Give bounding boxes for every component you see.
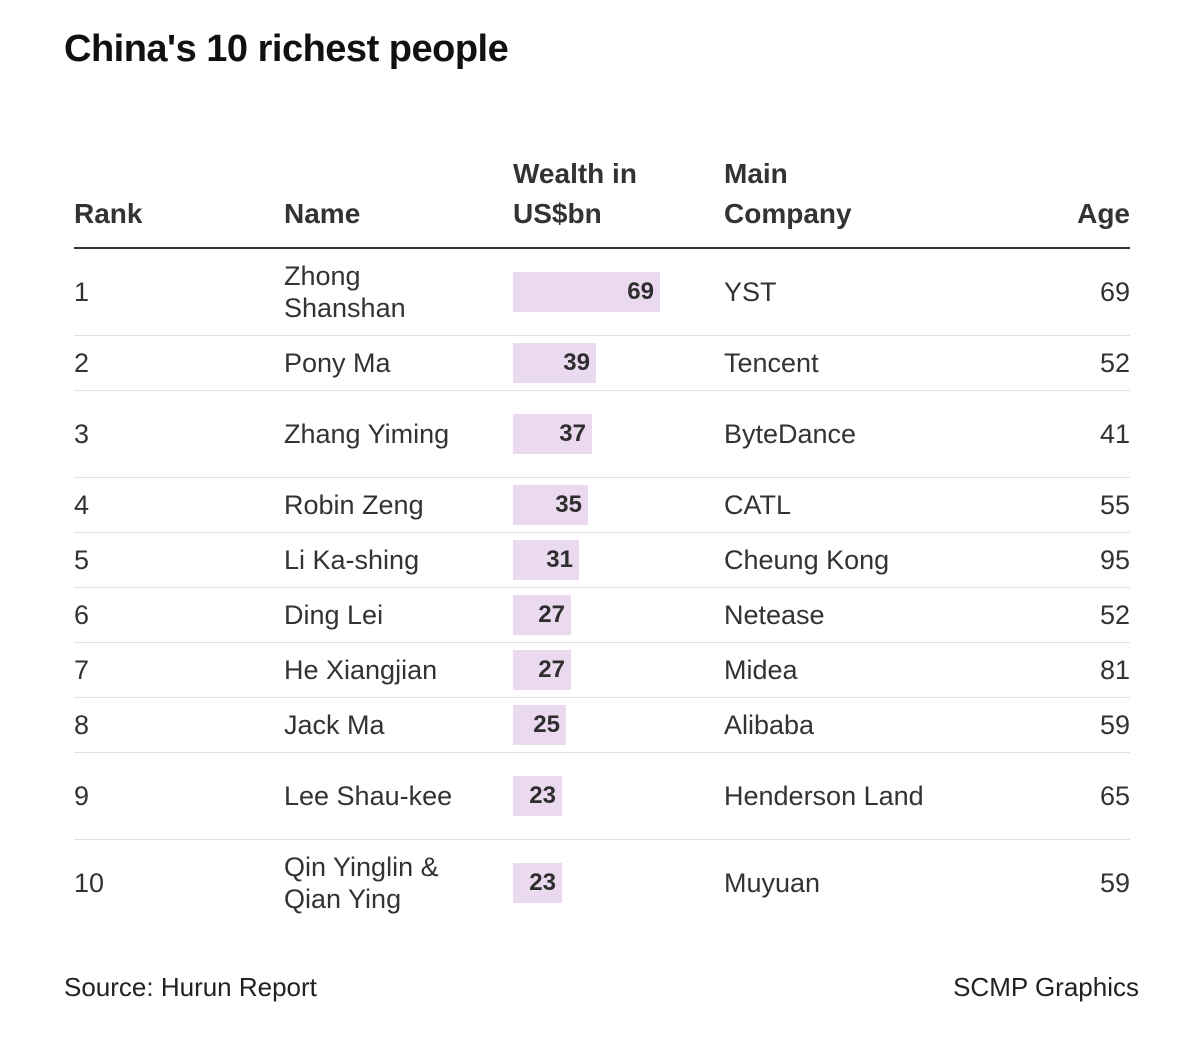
age-cell: 55 [1099,490,1130,520]
age-cell: 65 [1099,781,1130,811]
credit-note: SCMP Graphics [953,972,1139,1002]
wealth-bar: 35 [513,485,588,525]
company-cell: Alibaba [724,710,815,740]
header-company: Main Company [724,154,852,234]
chart-title: China's 10 richest people [64,28,509,70]
wealth-value-label: 27 [538,656,565,683]
wealth-value-label: 69 [627,278,654,305]
rank-cell: 10 [74,868,105,898]
header-name: Name [284,198,361,229]
age-cell: 52 [1099,600,1130,630]
wealth-bar: 31 [513,540,579,580]
rank-cell: 9 [74,781,90,811]
company-cell: Cheung Kong [724,545,890,575]
name-cell: Ding Lei [284,600,384,630]
rank-cell: 4 [74,490,90,520]
wealth-cell: 23 [513,840,713,926]
table-row: 2 Pony Ma 39 Tencent 52 [74,336,1130,391]
wealth-value-label: 35 [555,491,582,518]
company-cell: Midea [724,655,798,685]
wealth-bar: 27 [513,595,571,635]
header-company-line1: Main [724,158,788,189]
table-row: 4 Robin Zeng 35 CATL 55 [74,478,1130,533]
name-cell: Pony Ma [284,348,391,378]
wealth-bar: 23 [513,863,562,903]
wealth-cell: 27 [513,643,713,697]
wealth-cell: 23 [513,753,713,839]
age-cell: 81 [1099,655,1130,685]
name-cell: He Xiangjian [284,655,438,685]
age-cell: 69 [1099,277,1130,307]
company-cell: Muyuan [724,868,821,898]
rank-cell: 7 [74,655,90,685]
source-note: Source: Hurun Report [64,972,317,1002]
table-row: 8 Jack Ma 25 Alibaba 59 [74,698,1130,753]
table-row: 7 He Xiangjian 27 Midea 81 [74,643,1130,698]
header-wealth-line2: US$bn [513,198,602,229]
table-row: 5 Li Ka-shing 31 Cheung Kong 95 [74,533,1130,588]
header-company-line2: Company [724,198,852,229]
wealth-value-label: 27 [538,601,565,628]
name-cell: Robin Zeng [284,490,424,520]
company-cell: ByteDance [724,419,857,449]
wealth-value-label: 23 [529,782,556,809]
wealth-bar: 27 [513,650,571,690]
name-cell: Jack Ma [284,710,385,740]
name-cell: Zhong Shanshan [284,261,406,323]
company-cell: Tencent [724,348,819,378]
wealth-cell: 31 [513,533,713,587]
rank-cell: 8 [74,710,90,740]
table-body: 1 Zhong Shanshan 69 YST 69 2 Pony Ma 39 Tencent 5… [74,249,1130,926]
company-cell: CATL [724,490,792,520]
wealth-bar: 23 [513,776,562,816]
age-cell: 95 [1099,545,1130,575]
wealth-bar: 69 [513,272,660,312]
wealth-bar: 37 [513,414,592,454]
age-cell: 59 [1099,710,1130,740]
rank-cell: 2 [74,348,90,378]
company-cell: Netease [724,600,825,630]
wealth-cell: 27 [513,588,713,642]
table-row: 6 Ding Lei 27 Netease 52 [74,588,1130,643]
wealth-cell: 37 [513,391,713,477]
name-cell: Lee Shau-kee [284,781,453,811]
wealth-bar: 39 [513,343,596,383]
wealth-bar: 25 [513,705,566,745]
header-divider [74,247,1130,249]
name-cell: Qin Yinglin & Qian Ying [284,852,439,914]
wealth-value-label: 31 [546,546,573,573]
name-cell: Li Ka-shing [284,545,420,575]
wealth-cell: 69 [513,249,713,335]
header-wealth-line1: Wealth in [513,158,637,189]
table-row: 9 Lee Shau-kee 23 Henderson Land 65 [74,753,1130,840]
wealth-value-label: 37 [559,420,586,447]
header-wealth: Wealth in US$bn [513,154,637,234]
wealth-value-label: 25 [533,711,560,738]
rank-cell: 3 [74,419,90,449]
wealth-cell: 39 [513,336,713,390]
age-cell: 59 [1099,868,1130,898]
rank-cell: 1 [74,277,90,307]
wealth-cell: 35 [513,478,713,532]
table-row: 10 Qin Yinglin & Qian Ying 23 Muyuan 59 [74,840,1130,926]
rank-cell: 6 [74,600,90,630]
company-cell: Henderson Land [724,781,924,811]
rank-cell: 5 [74,545,90,575]
company-cell: YST [724,277,777,307]
name-cell: Zhang Yiming [284,419,450,449]
age-cell: 52 [1099,348,1130,378]
table-row: 3 Zhang Yiming 37 ByteDance 41 [74,391,1130,478]
header-rank: Rank [74,198,143,229]
wealth-value-label: 23 [529,869,556,896]
age-cell: 41 [1099,419,1130,449]
wealth-value-label: 39 [563,349,590,376]
wealth-cell: 25 [513,698,713,752]
table-row: 1 Zhong Shanshan 69 YST 69 [74,249,1130,336]
header-age: Age [1077,198,1130,229]
